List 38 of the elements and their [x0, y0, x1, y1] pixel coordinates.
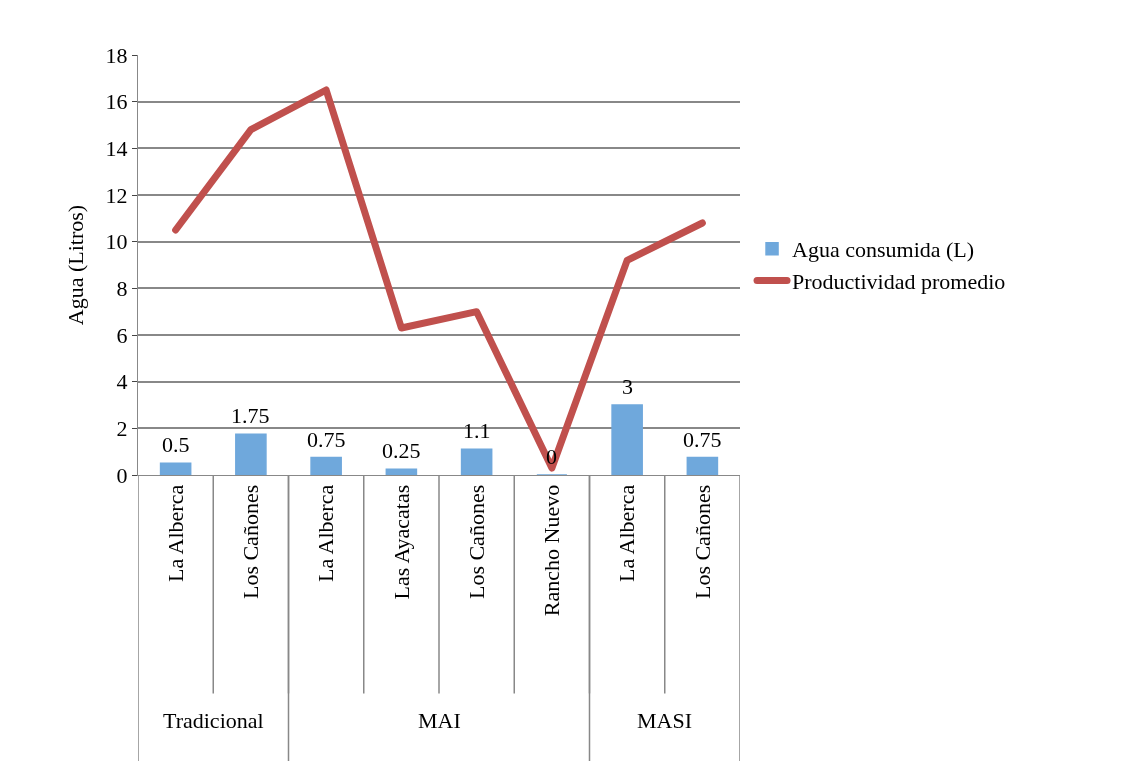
y-tick-label: 0: [116, 462, 128, 488]
text: MASI: [637, 708, 693, 733]
bar: [460, 448, 493, 475]
text: MAI: [418, 708, 461, 733]
legend-label: Productividad promedio: [792, 268, 1006, 294]
x-tick-label: Los Cañones: [238, 484, 264, 600]
y-tick-label: 4: [116, 369, 128, 395]
x-tick-label: Rancho Nuevo: [539, 484, 565, 617]
y-tick-label: 18: [105, 42, 128, 68]
data-label: 1.75: [231, 403, 270, 428]
x-tick-label: Las Ayacatas: [388, 484, 414, 600]
y-tick-label: 6: [116, 322, 128, 348]
data-label: 3: [622, 374, 633, 399]
x-tick-label: Los Cañones: [463, 484, 489, 600]
x-tick-label: La Alberca: [162, 484, 188, 582]
y-tick-label: 8: [116, 276, 128, 302]
data-label: 0.5: [162, 432, 190, 457]
y-tick-label: 10: [105, 229, 128, 255]
y-axis-title: Agua (Litros): [63, 204, 89, 326]
data-label: 0.75: [307, 427, 346, 452]
y-tick-label: 12: [105, 182, 128, 208]
y-tick-label: 16: [105, 89, 128, 115]
bar: [235, 433, 267, 475]
bar: [611, 404, 643, 475]
data-label: 0.75: [683, 427, 722, 452]
y-tick-label: 14: [105, 136, 128, 162]
bar: [385, 468, 418, 475]
bar: [310, 456, 342, 475]
legend-label: Agua consumida (L): [792, 237, 975, 263]
bar: [159, 462, 192, 475]
x-tick-label: La Alberca: [614, 484, 640, 582]
data-label: 1.1: [463, 418, 491, 443]
data-label: 0.25: [382, 438, 421, 463]
y-tick-label: 2: [116, 416, 128, 442]
bar: [686, 456, 719, 475]
x-tick-label: La Alberca: [313, 484, 339, 582]
text: Tradicional: [163, 708, 264, 733]
x-tick-label: Los Cañones: [689, 484, 715, 600]
